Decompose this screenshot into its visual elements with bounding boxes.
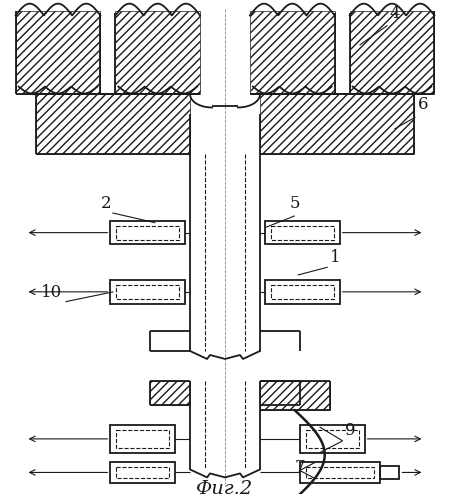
Bar: [150, 380, 190, 406]
Bar: [16, 10, 101, 94]
Bar: [36, 94, 190, 154]
Bar: [110, 280, 185, 303]
Bar: [260, 380, 330, 410]
Bar: [271, 285, 334, 298]
Bar: [116, 226, 179, 239]
Bar: [265, 280, 340, 303]
Bar: [300, 462, 380, 483]
Bar: [260, 380, 300, 406]
Bar: [300, 425, 364, 452]
Bar: [250, 10, 335, 94]
Bar: [116, 430, 169, 448]
Bar: [265, 221, 340, 244]
Bar: [350, 10, 434, 94]
Bar: [110, 462, 175, 483]
Text: 1: 1: [330, 249, 341, 266]
Bar: [110, 221, 185, 244]
Bar: [306, 430, 359, 448]
Text: 6: 6: [418, 96, 428, 114]
Text: 10: 10: [41, 284, 62, 301]
Text: Фиг.2: Фиг.2: [196, 480, 253, 498]
Text: 2: 2: [101, 195, 111, 212]
Bar: [116, 466, 169, 478]
Text: 4: 4: [390, 6, 400, 22]
Bar: [271, 226, 334, 239]
Bar: [380, 466, 400, 479]
Bar: [116, 285, 179, 298]
Bar: [306, 466, 373, 478]
Text: 5: 5: [290, 195, 300, 212]
Bar: [110, 425, 175, 452]
Text: 7: 7: [295, 460, 305, 476]
Bar: [115, 10, 200, 94]
Text: 9: 9: [345, 422, 355, 439]
Bar: [260, 94, 414, 154]
